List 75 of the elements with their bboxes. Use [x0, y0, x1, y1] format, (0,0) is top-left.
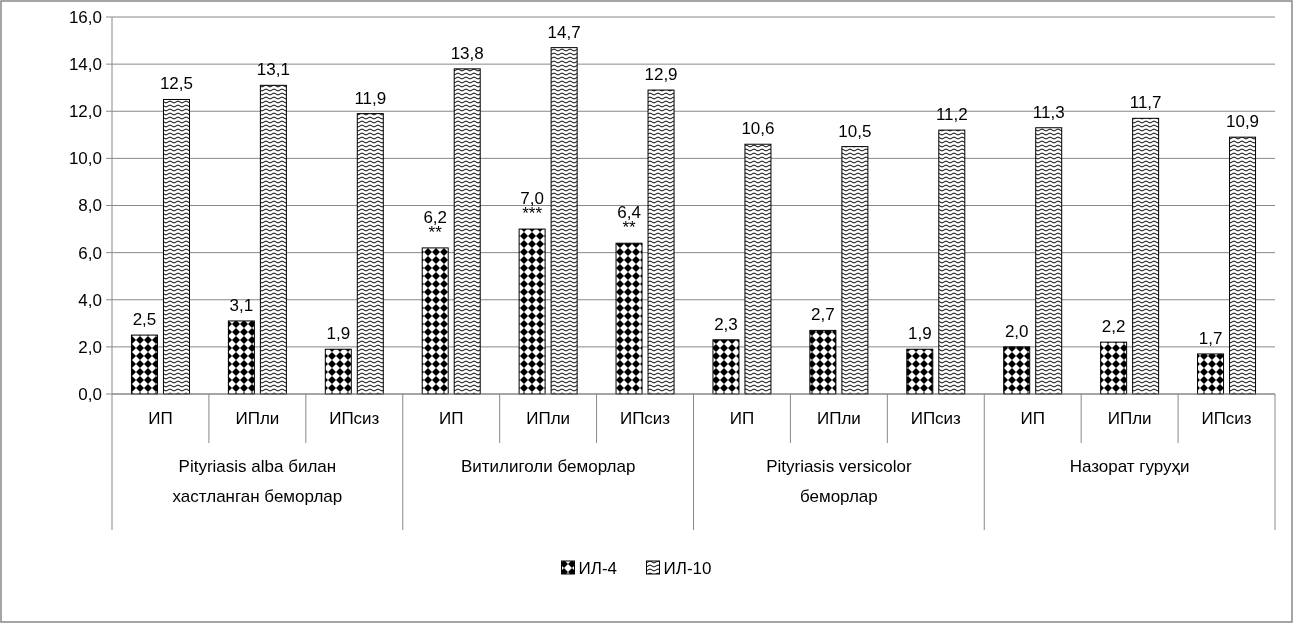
data-label: 10,9: [1225, 112, 1260, 132]
y-tick-label: 14,0: [68, 55, 102, 75]
data-label: 3,1: [229, 295, 254, 315]
bar: [1035, 127, 1063, 395]
x-tick-label: ИПли: [235, 409, 280, 428]
bar: [227, 320, 255, 395]
bar: [647, 89, 675, 395]
bar: [259, 84, 287, 395]
x-tick-label: ИП: [148, 409, 173, 428]
bar: [1197, 353, 1225, 395]
bar: [1100, 341, 1128, 395]
bar: [453, 68, 481, 395]
text: Витилиголи беморлар: [460, 457, 636, 476]
bar: [550, 47, 578, 395]
legend-label: ИЛ-4: [578, 558, 617, 578]
data-label: 13,1: [256, 60, 290, 80]
data-label: 11,7: [1129, 93, 1162, 113]
x-tick-label: ИП: [729, 409, 755, 428]
x-tick-label: ИПли: [1107, 409, 1152, 428]
data-label: 6,2 **: [423, 207, 448, 242]
text: Pityriasis versicolor беморлар: [766, 457, 912, 506]
data-label: 1,9: [326, 324, 351, 344]
y-tick-label: 0,0: [78, 384, 102, 404]
data-label: 2,0: [1004, 321, 1029, 341]
data-label: 2,5: [132, 310, 157, 330]
y-tick-label: 4,0: [78, 290, 102, 310]
bar: [841, 146, 869, 395]
bar: [130, 334, 158, 395]
bar: [1132, 117, 1160, 395]
bar: [324, 348, 352, 395]
data-label: 11,2: [935, 105, 968, 125]
data-label: 2,7: [811, 305, 835, 325]
x-tick-label: ИПсиз: [619, 409, 671, 428]
y-tick-label: 12,0: [68, 102, 102, 122]
bar: [744, 143, 772, 395]
data-label: 2,2: [1101, 317, 1126, 337]
bar: [518, 228, 546, 395]
x-tick-label: ИП: [1020, 409, 1045, 428]
data-label: 14,7: [547, 22, 581, 42]
data-label: 12,9: [644, 65, 678, 85]
x-tick-label: ИПсиз: [329, 409, 380, 428]
x-tick-label: ИПсиз: [1201, 409, 1252, 428]
data-label: 10,5: [838, 121, 872, 141]
text: Pityriasis alba билан хастланган беморлар: [172, 457, 343, 506]
text: Назорат гуруҳи: [1069, 457, 1190, 476]
bar: [906, 348, 934, 395]
y-tick-label: 2,0: [78, 337, 102, 357]
legend-label: ИЛ-10: [663, 558, 712, 578]
data-label: 7,0 ***: [520, 189, 544, 224]
data-label: 11,9: [354, 88, 387, 108]
x-tick-label: ИПсиз: [910, 409, 962, 428]
bar: [712, 339, 740, 395]
bar: [1229, 136, 1257, 395]
data-label: 1,9: [907, 324, 932, 344]
y-tick-label: 16,0: [68, 7, 102, 27]
data-label: 12,5: [159, 74, 194, 94]
bar: [162, 98, 190, 395]
bar: [938, 129, 966, 395]
data-label: 6,4 **: [617, 203, 641, 238]
data-label: 11,3: [1032, 102, 1065, 122]
x-tick-label: ИП: [438, 409, 464, 428]
bar: [809, 329, 837, 395]
data-label: 2,3: [714, 314, 738, 334]
y-tick-label: 10,0: [68, 149, 102, 169]
data-label: 13,8: [450, 43, 484, 63]
data-label: 10,6: [741, 119, 775, 139]
x-tick-label: ИПли: [526, 409, 571, 428]
bar: [615, 242, 643, 395]
bar: [1003, 346, 1031, 395]
x-tick-label: ИПли: [816, 409, 861, 428]
y-tick-label: 8,0: [78, 196, 102, 216]
y-tick-label: 6,0: [78, 243, 102, 263]
data-label: 1,7: [1198, 328, 1223, 348]
bar: [356, 113, 384, 395]
bar: [421, 247, 449, 395]
